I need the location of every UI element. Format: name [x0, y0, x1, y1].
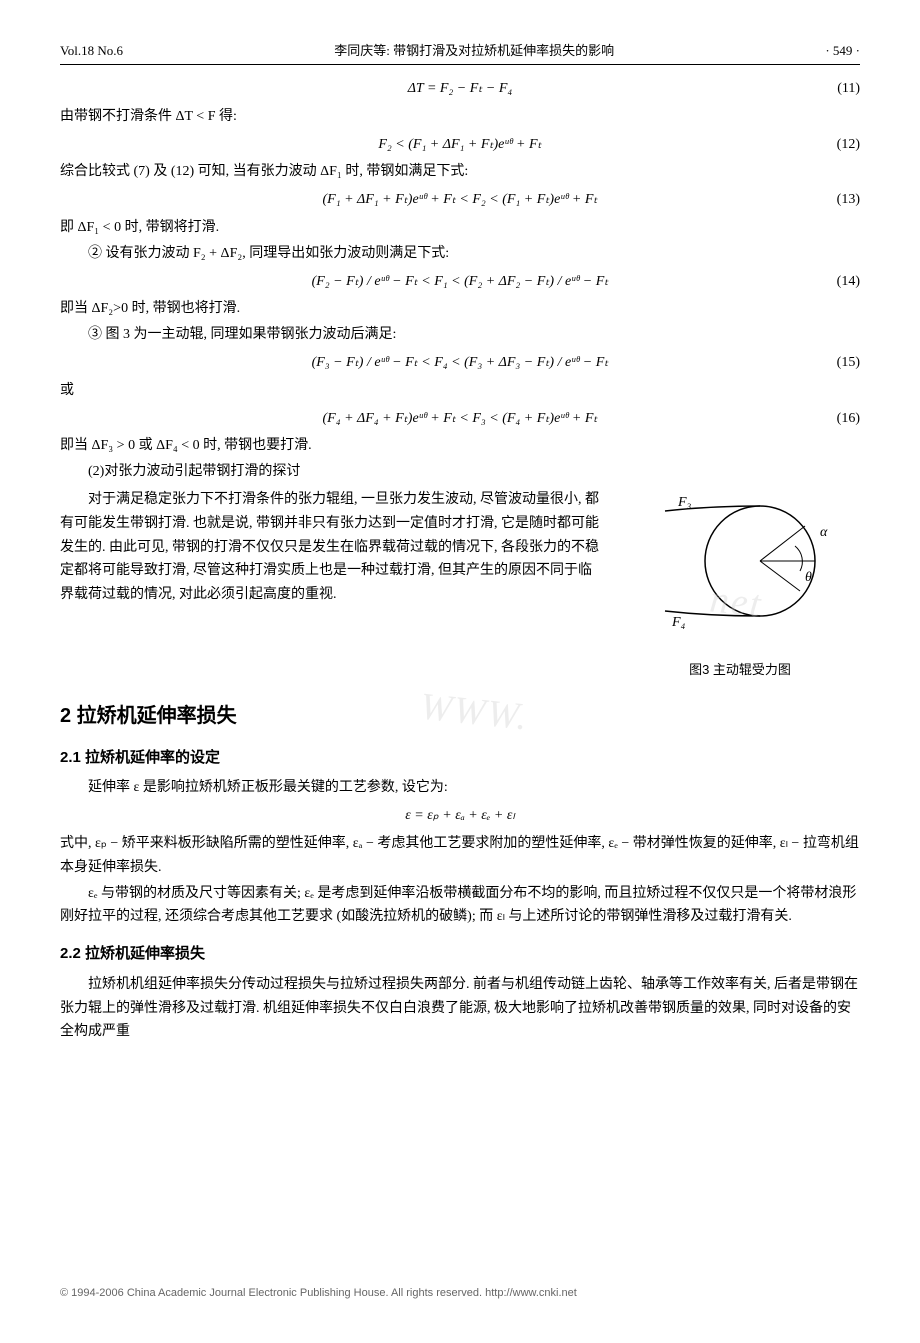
eq-body: ε = εₚ + εₐ + εₑ + εₗ [405, 804, 514, 828]
eq-number: (11) [837, 77, 860, 101]
theta-label: θ [805, 570, 812, 585]
eq-number: (16) [837, 407, 860, 431]
discussion-text: 对于满足稳定张力下不打滑条件的张力辊组, 一旦张力发生波动, 尽管波动量很小, … [60, 486, 600, 681]
section-2-2-title: 2.2 拉矫机延伸率损失 [60, 941, 860, 967]
text-line: 由带钢不打滑条件 ΔT < F 得: [60, 105, 860, 129]
eq-number: (15) [837, 351, 860, 375]
eq-body: (F₁ + ΔF₁ + Fₜ)eᵘᶿ + Fₜ < F₂ < (F₁ + Fₜ)… [322, 188, 597, 212]
eq-body: F₂ < (F₁ + ΔF₁ + Fₜ)eᵘᶿ + Fₜ [378, 133, 541, 157]
equation-14: (F₂ − Fₜ) / eᵘᶿ − Fₜ < F₁ < (F₂ + ΔF₂ − … [60, 270, 860, 294]
eq-body: (F₂ − Fₜ) / eᵘᶿ − Fₜ < F₁ < (F₂ + ΔF₂ − … [312, 270, 609, 294]
eq-number: (12) [837, 133, 860, 157]
header-left: Vol.18 No.6 [60, 40, 123, 62]
equation-12: F₂ < (F₁ + ΔF₁ + Fₜ)eᵘᶿ + Fₜ (12) [60, 133, 860, 157]
sec21-p1: 延伸率 ε 是影响拉矫机矫正板形最关键的工艺参数, 设它为: [60, 776, 860, 800]
text-line: 即 ΔF₁ < 0 时, 带钢将打滑. [60, 216, 860, 240]
figure-3: F₃ F₄ α θ 图3 主动辊受力图 [620, 486, 860, 681]
equation-epsilon: ε = εₚ + εₐ + εₑ + εₗ [60, 804, 860, 828]
equation-16: (F₄ + ΔF₄ + Fₜ)eᵘᶿ + Fₜ < F₃ < (F₄ + Fₜ)… [60, 407, 860, 431]
subitem-2: (2)对张力波动引起带钢打滑的探讨 [60, 460, 860, 484]
sec22-p1: 拉矫机机组延伸率损失分传动过程损失与拉矫过程损失两部分. 前者与机组传动链上齿轮… [60, 973, 860, 1044]
page-header: Vol.18 No.6 李同庆等: 带钢打滑及对拉矫机延伸率损失的影响 · 54… [60, 40, 860, 65]
header-center: 李同庆等: 带钢打滑及对拉矫机延伸率损失的影响 [334, 40, 614, 62]
text-line: 综合比较式 (7) 及 (12) 可知, 当有张力波动 ΔF₁ 时, 带钢如满足… [60, 160, 860, 184]
f3-label: F₃ [677, 495, 692, 510]
alpha-label: α [820, 525, 828, 540]
section-2-title: 2 拉矫机延伸率损失 [60, 699, 860, 733]
equation-13: (F₁ + ΔF₁ + Fₜ)eᵘᶿ + Fₜ < F₂ < (F₁ + Fₜ)… [60, 188, 860, 212]
text-line: 即当 ΔF₃ > 0 或 ΔF₄ < 0 时, 带钢也要打滑. [60, 434, 860, 458]
page-footer: © 1994-2006 China Academic Journal Elect… [60, 1284, 860, 1303]
or-label: 或 [60, 379, 860, 403]
eq-number: (13) [837, 188, 860, 212]
text-line: 即当 ΔF₂>0 时, 带钢也将打滑. [60, 297, 860, 321]
discussion-row: 对于满足稳定张力下不打滑条件的张力辊组, 一旦张力发生波动, 尽管波动量很小, … [60, 486, 860, 681]
f4-label: F₄ [671, 615, 686, 630]
discussion-para: 对于满足稳定张力下不打滑条件的张力辊组, 一旦张力发生波动, 尽管波动量很小, … [60, 488, 600, 607]
equation-11: ΔT = F₂ − Fₜ − F₄ (11) [60, 77, 860, 101]
sec21-p3: εₑ 与带钢的材质及尺寸等因素有关; εₑ 是考虑到延伸率沿板带横截面分布不均的… [60, 882, 860, 930]
eq-body: ΔT = F₂ − Fₜ − F₄ [408, 77, 513, 101]
item-2: ② 设有张力波动 F₂ + ΔF₂, 同理导出如张力波动则满足下式: [60, 242, 860, 266]
equation-15: (F₃ − Fₜ) / eᵘᶿ − Fₜ < F₄ < (F₃ + ΔF₃ − … [60, 351, 860, 375]
eq-body: (F₄ + ΔF₄ + Fₜ)eᵘᶿ + Fₜ < F₃ < (F₄ + Fₜ)… [322, 407, 597, 431]
fig3-svg: F₃ F₄ α θ [630, 486, 850, 646]
eq-number: (14) [837, 270, 860, 294]
fig3-caption: 图3 主动辊受力图 [620, 659, 860, 681]
section-2-1-title: 2.1 拉矫机延伸率的设定 [60, 745, 860, 771]
header-right: · 549 · [825, 40, 860, 62]
eq-body: (F₃ − Fₜ) / eᵘᶿ − Fₜ < F₄ < (F₃ + ΔF₃ − … [312, 351, 609, 375]
item-3: ③ 图 3 为一主动辊, 同理如果带钢张力波动后满足: [60, 323, 860, 347]
sec21-p2: 式中, εₚ − 矫平来料板形缺陷所需的塑性延伸率, εₐ − 考虑其他工艺要求… [60, 832, 860, 880]
